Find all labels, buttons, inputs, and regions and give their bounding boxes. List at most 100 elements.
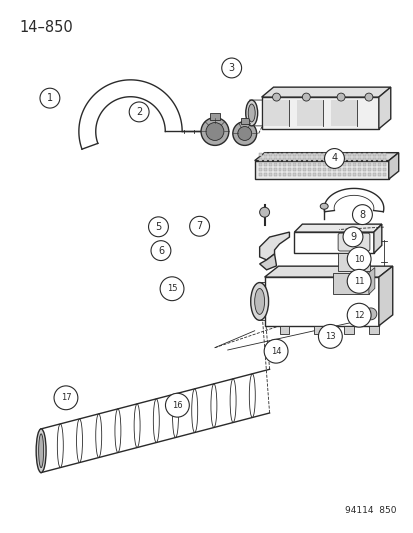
Bar (258, 173, 261, 176)
Polygon shape (378, 87, 390, 129)
Bar (268, 173, 271, 176)
Bar (362, 163, 365, 166)
Bar (268, 163, 271, 166)
Bar (377, 154, 380, 156)
Text: 4: 4 (331, 154, 337, 164)
Polygon shape (259, 254, 276, 270)
Circle shape (189, 216, 209, 236)
Text: 1: 1 (47, 93, 53, 103)
Bar (323, 168, 325, 171)
Bar (357, 158, 360, 161)
Bar (258, 163, 261, 166)
Bar (352, 173, 355, 176)
Bar (283, 158, 286, 161)
Bar (318, 163, 320, 166)
Bar (382, 173, 385, 176)
Bar (337, 253, 369, 271)
Bar (347, 173, 350, 176)
Bar (268, 154, 271, 156)
Bar (318, 168, 320, 171)
Bar (337, 154, 340, 156)
Circle shape (259, 207, 269, 217)
Circle shape (232, 122, 256, 146)
Bar (343, 326, 353, 334)
Bar (377, 173, 380, 176)
Bar (367, 173, 370, 176)
Bar (294, 232, 373, 253)
Bar (337, 173, 340, 176)
Text: 10: 10 (353, 255, 363, 264)
Bar (313, 163, 316, 166)
Bar (323, 163, 325, 166)
Text: 8: 8 (358, 209, 365, 220)
Circle shape (318, 325, 342, 348)
Bar (303, 158, 306, 161)
Bar (308, 173, 311, 176)
Bar (328, 173, 330, 176)
Bar (347, 154, 350, 156)
Circle shape (364, 93, 372, 101)
Bar (298, 168, 301, 171)
Bar (362, 173, 365, 176)
Ellipse shape (254, 288, 264, 314)
Bar (318, 154, 320, 156)
Bar (332, 168, 335, 171)
Bar (283, 154, 286, 156)
Bar (352, 168, 355, 171)
Bar (357, 168, 360, 171)
Bar (298, 163, 301, 166)
Bar (273, 154, 276, 156)
Bar (293, 168, 296, 171)
Bar (372, 154, 375, 156)
Ellipse shape (320, 203, 328, 209)
Text: 9: 9 (349, 232, 355, 242)
Bar (332, 272, 368, 294)
Bar (263, 168, 266, 171)
Bar (372, 173, 375, 176)
Polygon shape (261, 87, 390, 97)
Bar (362, 154, 365, 156)
Bar (278, 173, 281, 176)
Text: 16: 16 (172, 401, 182, 410)
Bar (367, 163, 370, 166)
FancyBboxPatch shape (337, 233, 369, 251)
Polygon shape (373, 224, 381, 253)
Polygon shape (264, 266, 392, 277)
Bar (263, 158, 266, 161)
Ellipse shape (245, 100, 257, 126)
Polygon shape (294, 224, 381, 232)
Text: 5: 5 (155, 222, 161, 232)
Bar (258, 168, 261, 171)
Bar (283, 163, 286, 166)
Circle shape (165, 393, 189, 417)
Bar (293, 173, 296, 176)
Bar (298, 154, 301, 156)
Text: 3: 3 (228, 63, 234, 73)
Circle shape (347, 303, 370, 327)
Ellipse shape (36, 429, 46, 473)
Circle shape (221, 58, 241, 78)
Bar (377, 168, 380, 171)
Bar (328, 163, 330, 166)
Bar (332, 173, 335, 176)
Bar (288, 158, 291, 161)
Polygon shape (388, 152, 398, 179)
Bar (323, 158, 325, 161)
Bar (279, 326, 289, 334)
Polygon shape (259, 232, 289, 260)
Text: 6: 6 (157, 246, 164, 256)
Bar (273, 173, 276, 176)
Bar (264, 277, 378, 326)
Bar (347, 168, 350, 171)
Text: 12: 12 (353, 311, 363, 320)
Text: 2: 2 (136, 107, 142, 117)
Bar (382, 163, 385, 166)
Bar (298, 173, 301, 176)
Bar (367, 158, 370, 161)
Bar (209, 112, 219, 119)
Bar (372, 158, 375, 161)
Bar (328, 158, 330, 161)
Text: 14: 14 (270, 346, 281, 356)
Circle shape (160, 277, 183, 301)
Bar (352, 154, 355, 156)
